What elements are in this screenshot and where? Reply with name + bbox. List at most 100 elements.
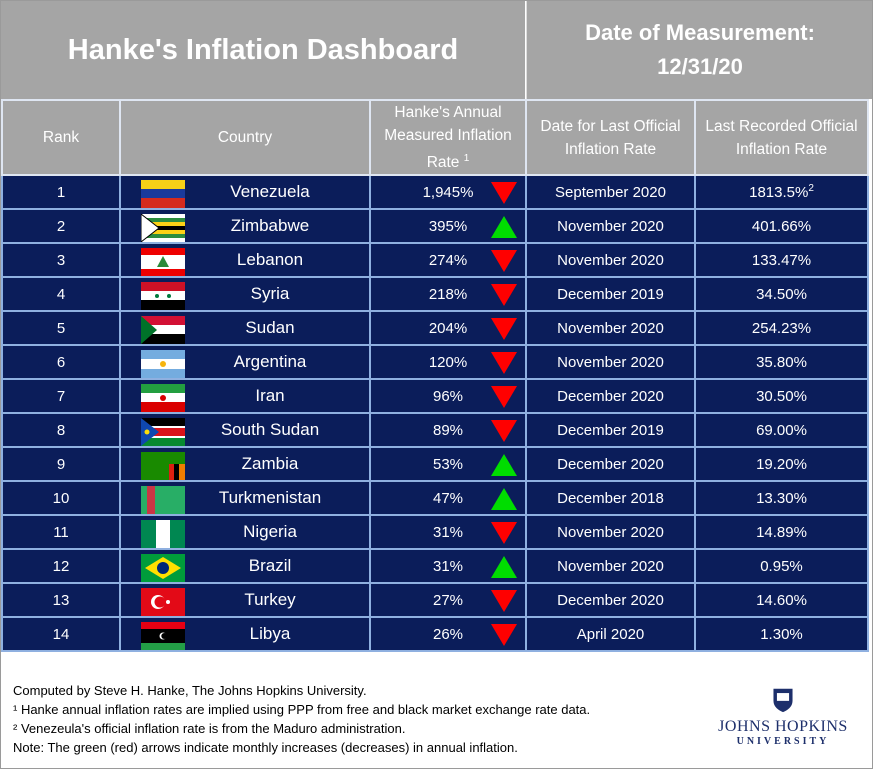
rank-cell: 11 <box>1 514 121 551</box>
hanke-rate-cell: 96% <box>369 378 527 415</box>
official-rate-cell: 254.23% <box>694 310 869 347</box>
table-row: 1 Venezuela 1,945% September 2020 1813.5… <box>1 174 869 211</box>
red-down-arrow-icon <box>491 420 517 443</box>
official-rate: 34.50% <box>756 285 807 303</box>
official-rate: 69.00% <box>756 421 807 439</box>
rank-cell: 9 <box>1 446 121 483</box>
official-rate-cell: 14.89% <box>694 514 869 551</box>
table-row: 4 Syria 218% December 2019 34.50% <box>1 276 869 313</box>
col-hanke-rate: Hanke's Annual Measured Inflation Rate 1 <box>369 98 527 177</box>
country-cell: Venezuela <box>119 174 371 211</box>
date-label: Date of Measurement: <box>585 20 815 45</box>
official-date-cell: November 2020 <box>525 514 696 551</box>
table-row: 2 Zimbabwe 395% November 2020 401.66% <box>1 208 869 245</box>
official-rate-cell: 34.50% <box>694 276 869 313</box>
official-rate: 1.30% <box>760 625 803 643</box>
official-rate-cell: 14.60% <box>694 582 869 619</box>
col-hanke-rate-label: Hanke's Annual Measured Inflation Rate <box>384 104 512 172</box>
footnotes: Computed by Steve H. Hanke, The Johns Ho… <box>13 681 590 757</box>
table-body: 1 Venezuela 1,945% September 2020 1813.5… <box>1 174 869 653</box>
official-date-cell: December 2019 <box>525 412 696 449</box>
hanke-rate: 1,945% <box>422 183 474 201</box>
official-date-cell: November 2020 <box>525 208 696 245</box>
col-rank: Rank <box>1 98 121 177</box>
official-rate: 14.89% <box>756 523 807 541</box>
sudan-flag-icon <box>141 316 185 345</box>
measurement-date: Date of Measurement: 12/31/20 <box>526 1 872 99</box>
country-cell: Iran <box>119 378 371 415</box>
official-date-cell: April 2020 <box>525 616 696 653</box>
hanke-rate-cell: 1,945% <box>369 174 527 211</box>
hanke-rate: 96% <box>432 387 464 405</box>
table-row: 5 Sudan 204% November 2020 254.23% <box>1 310 869 347</box>
hanke-rate-cell: 47% <box>369 480 527 517</box>
hanke-rate: 89% <box>432 421 464 439</box>
turkmenistan-flag-icon <box>141 486 185 515</box>
official-rate-cell: 30.50% <box>694 378 869 415</box>
official-date-cell: December 2020 <box>525 582 696 619</box>
table-row: 8 South Sudan 89% December 2019 69.00% <box>1 412 869 449</box>
country-name: Zimbabwe <box>230 216 310 236</box>
footnote-marker: 2 <box>808 183 814 195</box>
official-date-cell: December 2020 <box>525 446 696 483</box>
hanke-rate-cell: 31% <box>369 548 527 585</box>
official-rate-cell: 1.30% <box>694 616 869 653</box>
official-rate: 133.47% <box>751 251 812 269</box>
table-row: 3 Lebanon 274% November 2020 133.47% <box>1 242 869 279</box>
table-row: 11 Nigeria 31% November 2020 14.89% <box>1 514 869 551</box>
hanke-rate-cell: 89% <box>369 412 527 449</box>
official-rate: 35.80% <box>756 353 807 371</box>
official-date-cell: December 2019 <box>525 276 696 313</box>
green-up-arrow-icon <box>491 556 517 579</box>
country-cell: Brazil <box>119 548 371 585</box>
country-name: Argentina <box>233 352 307 372</box>
col-official-date: Date for Last Official Inflation Rate <box>525 98 696 177</box>
official-rate: 401.66% <box>751 217 812 235</box>
official-rate-cell: 13.30% <box>694 480 869 517</box>
country-name: Syria <box>250 284 290 304</box>
rank-cell: 10 <box>1 480 121 517</box>
official-rate-cell: 133.47% <box>694 242 869 279</box>
table-row: 13 Turkey 27% December 2020 14.60% <box>1 582 869 619</box>
hanke-rate-cell: 218% <box>369 276 527 313</box>
official-rate-cell: 35.80% <box>694 344 869 381</box>
country-cell: Turkmenistan <box>119 480 371 517</box>
dashboard-title: Hanke's Inflation Dashboard <box>1 1 525 99</box>
hanke-rate: 204% <box>428 319 468 337</box>
rank-cell: 3 <box>1 242 121 279</box>
red-down-arrow-icon <box>491 386 517 409</box>
zambia-flag-icon <box>141 452 185 481</box>
hanke-rate: 395% <box>428 217 468 235</box>
turkey-flag-icon <box>141 588 185 617</box>
rank-cell: 5 <box>1 310 121 347</box>
col-official-rate: Last Recorded Official Inflation Rate <box>694 98 869 177</box>
red-down-arrow-icon <box>491 522 517 545</box>
hanke-rate: 27% <box>432 591 464 609</box>
official-rate: 14.60% <box>756 591 807 609</box>
country-cell: Zimbabwe <box>119 208 371 245</box>
green-up-arrow-icon <box>491 488 517 511</box>
footnote-marker: 1 <box>463 153 470 164</box>
green-up-arrow-icon <box>491 454 517 477</box>
country-name: Libya <box>249 624 291 644</box>
rank-cell: 14 <box>1 616 121 653</box>
official-rate-cell: 69.00% <box>694 412 869 449</box>
rank-cell: 13 <box>1 582 121 619</box>
table-row: 9 Zambia 53% December 2020 19.20% <box>1 446 869 483</box>
official-date-cell: November 2020 <box>525 242 696 279</box>
hanke-rate: 218% <box>428 285 468 303</box>
hanke-rate-cell: 53% <box>369 446 527 483</box>
inflation-table: Rank Country Hanke's Annual Measured Inf… <box>1 98 869 653</box>
rank-cell: 8 <box>1 412 121 449</box>
country-cell: Sudan <box>119 310 371 347</box>
country-cell: South Sudan <box>119 412 371 449</box>
country-cell: Argentina <box>119 344 371 381</box>
red-down-arrow-icon <box>491 318 517 341</box>
country-cell: Lebanon <box>119 242 371 279</box>
hanke-rate: 26% <box>432 625 464 643</box>
country-name: Nigeria <box>243 522 297 542</box>
footnote-credit: Computed by Steve H. Hanke, The Johns Ho… <box>13 683 367 698</box>
zimbabwe-flag-icon <box>141 214 185 243</box>
date-value: 12/31/20 <box>657 54 743 79</box>
